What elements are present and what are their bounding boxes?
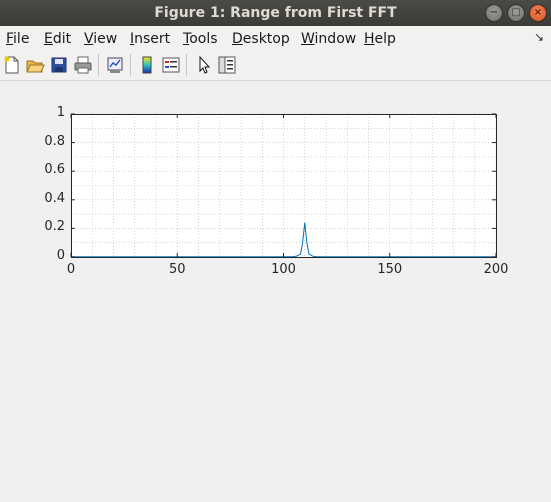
- y-tick-label: 1: [56, 105, 65, 120]
- series-line: [71, 222, 496, 258]
- figure-area: 0 50 100 150 200 0 0.2 0.4 0.6 0.8 1: [0, 81, 551, 502]
- menu-desktop-label: esktop: [242, 31, 290, 47]
- menu-window-accel: W: [301, 31, 315, 47]
- menu-tools[interactable]: Tools: [183, 30, 218, 48]
- window-controls: − □ ×: [481, 4, 547, 22]
- menu-help-accel: H: [364, 31, 375, 47]
- menu-window[interactable]: Window: [301, 30, 356, 48]
- link-plot-icon[interactable]: [105, 55, 125, 75]
- close-button[interactable]: ×: [529, 4, 547, 22]
- menu-file[interactable]: File: [6, 30, 29, 48]
- menu-file-accel: F: [6, 31, 14, 47]
- x-tick-label: 100: [271, 262, 296, 277]
- open-file-icon[interactable]: [25, 55, 45, 75]
- toolbar-separator: [130, 54, 131, 76]
- x-tick-label: 0: [66, 262, 76, 277]
- y-tick-label: 0: [56, 248, 65, 263]
- menu-insert-accel: I: [130, 31, 135, 47]
- menu-tools-accel: T: [183, 31, 190, 47]
- plot-canvas: [70, 113, 497, 258]
- insert-colorbar-icon[interactable]: [137, 55, 157, 75]
- print-icon[interactable]: [73, 55, 93, 75]
- menu-bar: File Edit View Insert Tools Desktop Wind…: [0, 26, 551, 50]
- y-tick-label: 0.4: [44, 190, 65, 206]
- menu-insert-label: nsert: [134, 31, 171, 47]
- y-tick-label: 0.2: [44, 219, 65, 235]
- menu-tools-label: ools: [189, 31, 218, 47]
- save-icon[interactable]: [49, 55, 69, 75]
- new-figure-icon[interactable]: [2, 55, 22, 75]
- y-tick-label: 0.6: [44, 162, 65, 178]
- x-tick-label: 150: [377, 262, 403, 277]
- x-tick-label: 50: [168, 262, 186, 277]
- title-bar: Figure 1: Range from First FFT − □ ×: [0, 0, 551, 26]
- maximize-button[interactable]: □: [507, 4, 525, 22]
- menu-edit-label: dit: [52, 31, 72, 47]
- menu-view[interactable]: View: [84, 30, 117, 48]
- menu-view-accel: V: [84, 31, 94, 47]
- menu-view-label: iew: [93, 31, 118, 47]
- minimize-button[interactable]: −: [485, 4, 503, 22]
- menu-window-label: indow: [314, 31, 357, 47]
- edit-plot-icon[interactable]: [194, 55, 214, 75]
- arrow-corner-icon[interactable]: ↘: [533, 30, 544, 44]
- window-title: Figure 1: Range from First FFT: [154, 5, 397, 21]
- menu-edit[interactable]: Edit: [44, 30, 71, 48]
- x-tick-label: 200: [483, 262, 509, 277]
- toolbar-separator: [186, 54, 187, 76]
- toolbar-separator: [98, 54, 99, 76]
- insert-legend-icon[interactable]: [161, 55, 181, 75]
- toolbar: [0, 50, 551, 81]
- menu-edit-accel: E: [44, 31, 53, 47]
- menu-help[interactable]: Help: [364, 30, 396, 48]
- y-tick-label: 0.8: [44, 133, 65, 149]
- menu-help-label: elp: [374, 31, 396, 47]
- menu-file-label: ile: [13, 31, 30, 47]
- property-inspector-icon[interactable]: [217, 55, 237, 75]
- menu-desktop[interactable]: Desktop: [232, 30, 290, 48]
- tick-marks: [70, 113, 497, 258]
- menu-insert[interactable]: Insert: [130, 30, 170, 48]
- menu-desktop-accel: D: [232, 31, 243, 47]
